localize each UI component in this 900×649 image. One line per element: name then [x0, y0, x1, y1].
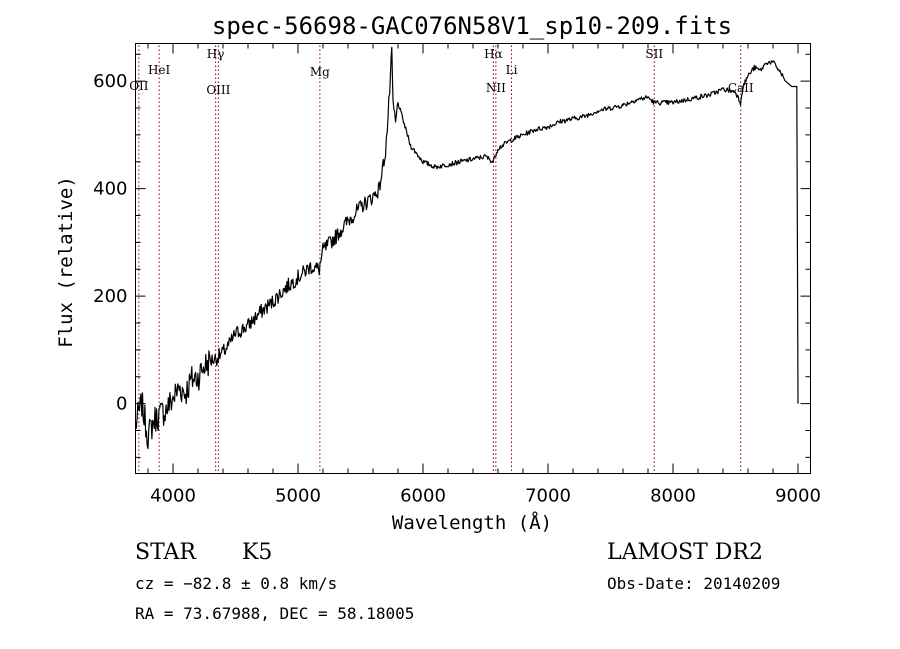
- spectral-line-label: Hγ: [207, 47, 225, 61]
- x-tick-label: 9000: [775, 486, 821, 507]
- spectral-line-label: OII: [129, 79, 149, 93]
- y-tick-label: 400: [93, 179, 127, 200]
- spectral-line-label: Hα: [484, 47, 503, 61]
- spectral-line-label: SII: [645, 47, 663, 61]
- x-tick-label: 4000: [150, 486, 196, 507]
- radec-info: RA = 73.67988, DEC = 58.18005: [135, 604, 414, 623]
- x-axis-ticks: 4000 5000 6000 7000 8000 9000: [147, 43, 821, 507]
- y-axis-ticks: 0 200 400 600: [93, 53, 811, 458]
- x-tick-label: 5000: [275, 486, 321, 507]
- subclass-label: K5: [242, 540, 272, 565]
- x-tick-label: 8000: [650, 486, 696, 507]
- spectral-line-label: Mg: [310, 65, 330, 79]
- spectral-line-label: HeI: [148, 63, 171, 77]
- plot-frame: [135, 43, 811, 474]
- spectral-line-label: OIII: [206, 83, 230, 97]
- x-tick-label: 7000: [525, 486, 571, 507]
- y-tick-label: 600: [93, 71, 127, 92]
- obs-date: Obs-Date: 20140209: [607, 574, 780, 593]
- x-axis-label: Wavelength (Å): [392, 511, 552, 534]
- spectral-line-label: NII: [486, 81, 506, 95]
- class-label: STAR: [135, 540, 197, 565]
- spectral-line-label: Li: [506, 63, 518, 77]
- chart-title: spec-56698-GAC076N58V1_sp10-209.fits: [212, 12, 732, 40]
- spectrum-series-line: [134, 46, 799, 450]
- y-axis-label: Flux (relative): [55, 176, 77, 348]
- y-tick-label: 0: [116, 394, 127, 415]
- x-tick-label: 6000: [400, 486, 446, 507]
- survey-label: LAMOST DR2: [607, 540, 763, 565]
- y-tick-label: 200: [93, 286, 127, 307]
- spectral-line-label: CaII: [728, 81, 754, 95]
- cz-info: cz = −82.8 ± 0.8 km/s: [135, 574, 337, 593]
